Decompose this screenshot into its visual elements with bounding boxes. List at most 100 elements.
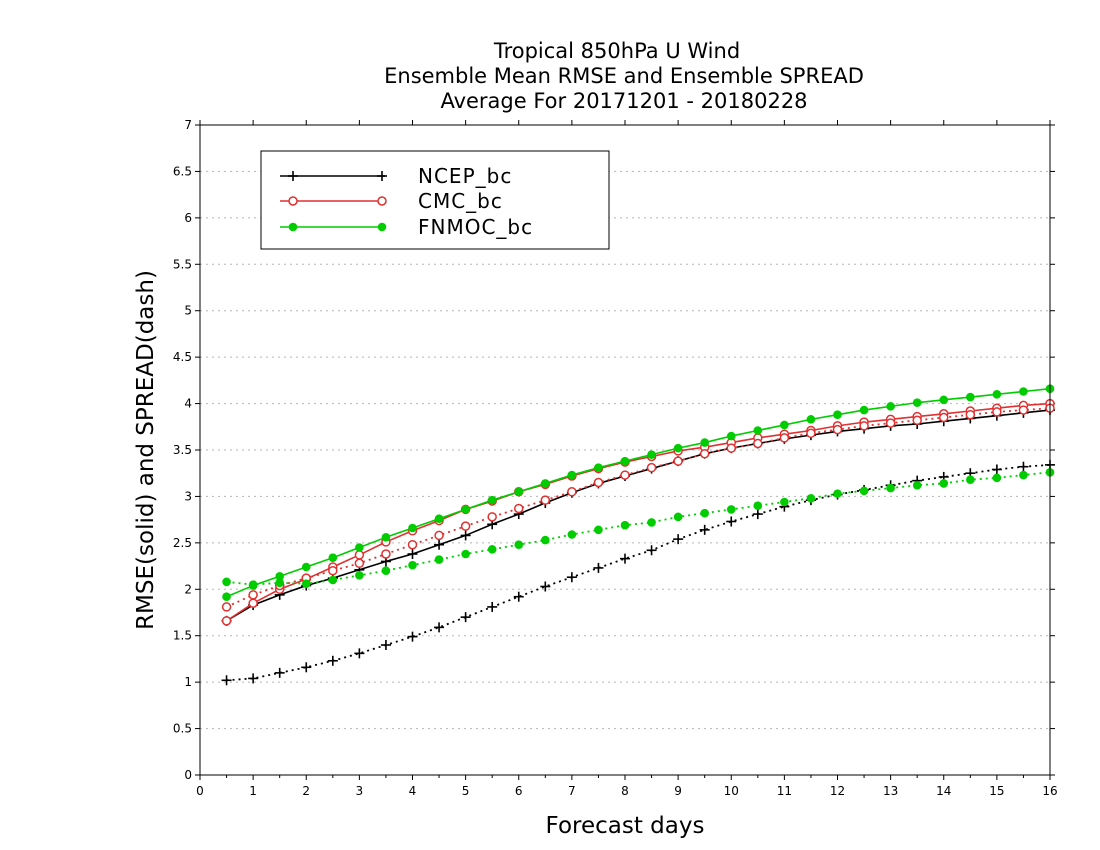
spread-point-cmc-bc bbox=[726, 443, 736, 453]
spread-point-fnmoc-bc bbox=[248, 580, 258, 589]
rmse-point-fnmoc-bc bbox=[912, 398, 922, 407]
rmse-point-ncep-bc bbox=[407, 549, 418, 559]
y-tick-label: 7 bbox=[184, 118, 192, 132]
spread-point-cmc-bc bbox=[965, 409, 976, 420]
rmse-point-fnmoc-bc bbox=[806, 415, 816, 424]
spread-point-ncep-bc bbox=[726, 516, 737, 527]
spread-point-cmc-bc bbox=[540, 495, 551, 505]
spread-point-fnmoc-bc bbox=[514, 540, 524, 550]
data-series bbox=[221, 384, 1055, 686]
spread-point-fnmoc-bc bbox=[753, 501, 763, 511]
spread-point-cmc-bc bbox=[381, 549, 391, 559]
spread-point-cmc-bc bbox=[779, 433, 790, 443]
spread-point-ncep-bc bbox=[1018, 461, 1029, 472]
spread-point-fnmoc-bc bbox=[275, 578, 284, 588]
rmse-point-fnmoc-bc bbox=[434, 514, 444, 524]
spread-point-fnmoc-bc bbox=[939, 479, 949, 488]
spread-point-ncep-bc bbox=[752, 509, 763, 520]
spread-point-cmc-bc bbox=[699, 448, 710, 459]
x-axis-label: Forecast days bbox=[546, 813, 705, 839]
rmse-point-ncep-bc bbox=[460, 530, 471, 541]
spread-point-fnmoc-bc bbox=[780, 497, 789, 507]
spread-line-fnmoc-bc bbox=[226, 471, 1051, 586]
spread-point-ncep-bc bbox=[646, 545, 657, 556]
spread-point-cmc-bc bbox=[939, 412, 949, 423]
legend-marker-left-fnmoc-bc bbox=[288, 222, 298, 232]
rmse-point-fnmoc-bc bbox=[673, 443, 683, 453]
spread-point-fnmoc-bc bbox=[381, 566, 391, 576]
y-tick-label: 3 bbox=[184, 489, 192, 503]
spread-point-ncep-bc bbox=[699, 524, 710, 535]
spread-point-fnmoc-bc bbox=[408, 560, 417, 570]
spread-point-ncep-bc bbox=[354, 648, 365, 659]
spread-point-ncep-bc bbox=[274, 667, 285, 678]
spread-point-cmc-bc bbox=[221, 602, 232, 612]
rmse-point-ncep-bc bbox=[434, 539, 445, 550]
rmse-point-fnmoc-bc bbox=[275, 571, 284, 581]
rmse-point-fnmoc-bc bbox=[514, 487, 524, 497]
x-tick-label: 3 bbox=[356, 784, 364, 798]
spread-point-cmc-bc bbox=[992, 407, 1002, 417]
x-tick-label: 13 bbox=[883, 784, 898, 798]
legend-label-ncep-bc: NCEP_bc bbox=[418, 164, 512, 188]
rmse-line-fnmoc-bc bbox=[226, 387, 1051, 598]
y-axis-label: RMSE(solid) and SPREAD(dash) bbox=[133, 270, 159, 630]
x-tick-label: 15 bbox=[989, 784, 1004, 798]
rmse-point-fnmoc-bc bbox=[992, 389, 1002, 399]
spread-point-cmc-bc bbox=[646, 462, 657, 473]
rmse-point-fnmoc-bc bbox=[620, 456, 630, 466]
spread-point-fnmoc-bc bbox=[673, 512, 683, 522]
spread-point-cmc-bc bbox=[248, 590, 258, 600]
x-tick-label: 16 bbox=[1042, 784, 1057, 798]
x-tick-label: 14 bbox=[936, 784, 951, 798]
x-tick-label: 6 bbox=[515, 784, 523, 798]
rmse-point-fnmoc-bc bbox=[301, 562, 311, 572]
chart-title-line-1: Tropical 850hPa U Wind bbox=[493, 39, 740, 63]
rmse-point-fnmoc-bc bbox=[700, 438, 709, 447]
spread-point-fnmoc-bc bbox=[355, 571, 364, 580]
y-tick-label: 6 bbox=[184, 211, 192, 225]
spread-point-ncep-bc bbox=[380, 640, 391, 650]
y-tick-label: 6.5 bbox=[173, 164, 192, 178]
spread-point-ncep-bc bbox=[487, 601, 498, 612]
chart-title-line-2: Ensemble Mean RMSE and Ensemble SPREAD bbox=[384, 64, 864, 88]
x-tick-label: 5 bbox=[462, 784, 470, 798]
spread-point-fnmoc-bc bbox=[222, 577, 231, 587]
rmse-point-fnmoc-bc bbox=[222, 592, 231, 602]
rmse-point-fnmoc-bc bbox=[1019, 387, 1028, 396]
rmse-point-fnmoc-bc bbox=[408, 523, 417, 533]
y-tick-label: 3.5 bbox=[173, 443, 192, 457]
x-tick-label: 12 bbox=[830, 784, 845, 798]
rmse-point-cmc-bc bbox=[248, 598, 258, 608]
x-tick-label: 8 bbox=[621, 784, 629, 798]
y-tick-label: 0.5 bbox=[173, 722, 192, 736]
x-tick-label: 11 bbox=[777, 784, 792, 798]
rmse-point-fnmoc-bc bbox=[939, 395, 949, 405]
spread-point-cmc-bc bbox=[885, 418, 896, 428]
spread-point-fnmoc-bc bbox=[806, 493, 816, 503]
x-tick-label: 2 bbox=[302, 784, 310, 798]
spread-point-cmc-bc bbox=[593, 477, 604, 488]
x-tick-label: 4 bbox=[409, 784, 417, 798]
rmse-point-fnmoc-bc bbox=[726, 431, 736, 441]
spread-point-cmc-bc bbox=[514, 503, 524, 514]
axis-ticks: 00.511.522.533.544.555.566.570 1 2 3 4 5 6 7 8 9 1… bbox=[173, 118, 1058, 798]
y-tick-label: 2.5 bbox=[173, 536, 192, 550]
spread-point-fnmoc-bc bbox=[487, 545, 497, 554]
spread-point-ncep-bc bbox=[327, 655, 338, 666]
series-fnmoc-bc bbox=[222, 384, 1055, 602]
legend-marker-right-fnmoc-bc bbox=[377, 222, 387, 232]
legend-label-cmc-bc: CMC_bc bbox=[418, 189, 503, 213]
rmse-point-fnmoc-bc bbox=[328, 553, 338, 563]
spread-point-cmc-bc bbox=[567, 487, 577, 497]
spread-point-fnmoc-bc bbox=[1019, 470, 1028, 480]
rmse-point-fnmoc-bc bbox=[859, 405, 869, 415]
x-tick-label: 7 bbox=[568, 784, 576, 798]
rmse-point-fnmoc-bc bbox=[966, 392, 975, 402]
spread-point-cmc-bc bbox=[487, 512, 497, 522]
y-tick-label: 5 bbox=[184, 304, 192, 318]
y-tick-label: 5.5 bbox=[173, 257, 192, 271]
spread-point-fnmoc-bc bbox=[647, 518, 656, 527]
spread-point-cmc-bc bbox=[673, 456, 683, 466]
